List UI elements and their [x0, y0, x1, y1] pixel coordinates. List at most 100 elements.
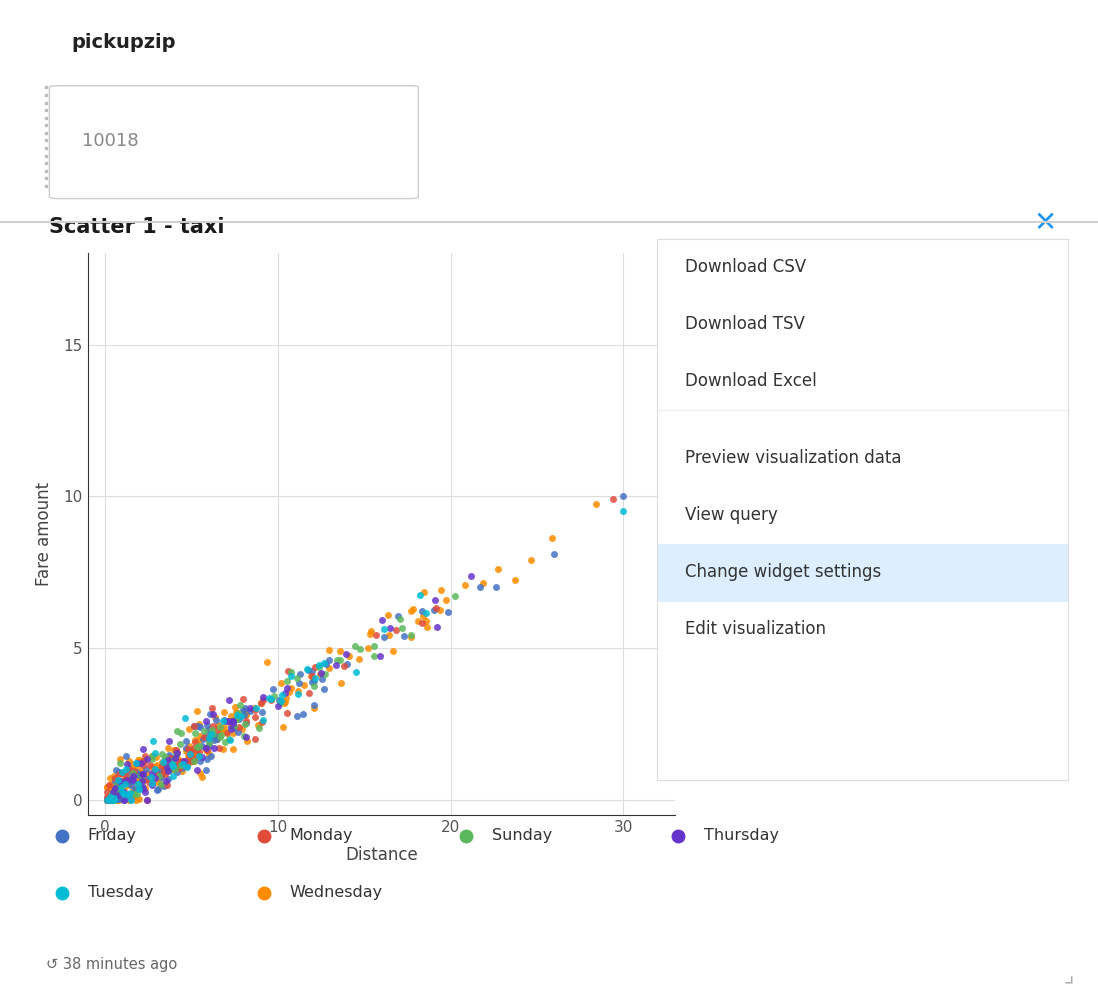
Point: [506, 573, 524, 588]
Point: [205, 728, 223, 744]
Point: [124, 756, 142, 772]
Point: [237, 706, 255, 722]
Point: [117, 787, 135, 803]
Point: [302, 668, 320, 684]
Point: [316, 667, 334, 683]
Point: [128, 785, 146, 801]
Point: [338, 656, 356, 672]
Text: pickupzip: pickupzip: [71, 33, 176, 52]
Point: [282, 680, 300, 696]
Point: [101, 789, 119, 805]
Point: [107, 781, 124, 797]
Point: [182, 746, 200, 761]
Point: [111, 755, 128, 771]
Point: [197, 713, 214, 729]
Point: [203, 723, 221, 739]
Point: [189, 739, 206, 754]
Point: [158, 777, 176, 793]
Point: [181, 754, 199, 770]
Point: [177, 744, 194, 759]
Point: [153, 777, 170, 793]
Point: [168, 749, 186, 765]
Point: [249, 717, 267, 733]
Point: [235, 703, 253, 719]
Point: [303, 663, 321, 679]
Point: [320, 660, 337, 676]
Point: [133, 767, 150, 783]
Point: [413, 615, 430, 631]
Point: [312, 665, 329, 681]
Point: [127, 754, 145, 770]
Point: [206, 727, 224, 743]
Point: [211, 741, 228, 756]
Point: [402, 603, 419, 619]
Point: [120, 792, 137, 808]
Point: [124, 772, 142, 788]
Text: ✕: ✕: [1033, 209, 1056, 237]
Point: [410, 613, 427, 629]
Point: [247, 700, 265, 716]
Point: [133, 767, 150, 783]
Point: [124, 784, 142, 800]
Point: [124, 781, 142, 797]
Point: [202, 725, 220, 741]
Point: [191, 752, 209, 768]
Point: [433, 582, 450, 598]
Text: Download TSV: Download TSV: [685, 315, 805, 333]
Point: [133, 768, 150, 784]
Point: [137, 761, 155, 777]
Point: [191, 719, 209, 735]
Point: [110, 790, 127, 806]
Point: [202, 722, 220, 738]
Point: [98, 779, 115, 795]
Point: [180, 749, 198, 765]
Point: [136, 779, 154, 795]
Point: [155, 759, 172, 775]
Point: [321, 652, 338, 668]
Point: [103, 787, 121, 803]
Point: [104, 780, 122, 796]
Point: [305, 697, 323, 713]
Point: [172, 756, 190, 772]
Point: [156, 748, 173, 764]
Point: [105, 792, 123, 808]
Point: [180, 742, 198, 757]
Point: [193, 769, 211, 785]
Point: [213, 721, 231, 737]
Point: [347, 638, 365, 654]
Point: [193, 739, 211, 754]
Point: [195, 723, 213, 739]
Point: [168, 746, 186, 761]
Point: [98, 784, 115, 800]
Point: [212, 720, 229, 736]
Point: [164, 758, 181, 774]
Point: [299, 662, 316, 678]
Point: [159, 763, 177, 779]
Point: [290, 683, 307, 699]
Point: [107, 786, 124, 802]
Point: [186, 718, 203, 734]
Point: [350, 651, 368, 667]
Point: [155, 764, 172, 780]
Point: [229, 724, 247, 740]
Point: [359, 640, 377, 656]
Point: [321, 642, 338, 658]
Point: [381, 627, 399, 643]
Point: [253, 696, 270, 712]
Point: [123, 788, 141, 804]
Point: [253, 715, 270, 731]
Point: [299, 661, 316, 677]
Point: [112, 773, 130, 789]
Text: ⌟: ⌟: [1064, 966, 1074, 986]
Point: [205, 741, 223, 756]
Point: [111, 784, 128, 800]
Point: [202, 727, 220, 743]
Point: [128, 771, 146, 787]
Point: [347, 665, 365, 681]
Point: [184, 719, 202, 735]
Point: [224, 713, 242, 729]
Point: [222, 708, 239, 724]
Point: [215, 719, 233, 735]
FancyBboxPatch shape: [657, 544, 1068, 601]
Point: [121, 784, 138, 800]
